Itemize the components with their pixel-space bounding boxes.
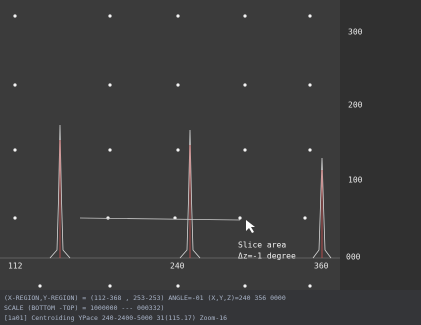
- grid-dot: [308, 284, 312, 288]
- grid-dot: [13, 83, 17, 87]
- grid-dot: [308, 83, 312, 87]
- grid-dot: [243, 83, 247, 87]
- grid-dot: [176, 14, 180, 18]
- grid-dot: [176, 148, 180, 152]
- status-bar: [0, 290, 421, 325]
- status-line: (X-REGION,Y-REGION) = (112-368 , 253-253…: [4, 294, 286, 302]
- scale-label: 000: [346, 253, 361, 262]
- grid-dot: [176, 83, 180, 87]
- grid-dot: [308, 148, 312, 152]
- peak: [49, 124, 71, 259]
- scale-label: 200: [348, 101, 363, 110]
- grid-dot: [243, 14, 247, 18]
- grid-dot: [176, 284, 180, 288]
- grid-dot: [303, 216, 307, 220]
- grid-dot: [108, 14, 112, 18]
- bottom-label: 240: [170, 262, 185, 271]
- grid-dot: [243, 284, 247, 288]
- grid-dot: [243, 148, 247, 152]
- peaks: [49, 124, 332, 259]
- grid-dot: [108, 83, 112, 87]
- dot-grid: [13, 14, 312, 288]
- bottom-label: 112: [8, 262, 23, 271]
- status-line: [1a01] Centroiding YPace 240-2400-5000 3…: [4, 314, 227, 322]
- bottom-label: 360: [314, 262, 329, 271]
- scale-label: 100: [348, 176, 363, 185]
- slice-line: [79, 217, 241, 221]
- grid-dot: [308, 14, 312, 18]
- cursor: [246, 220, 255, 233]
- annotation: Δz=-1 degree: [238, 252, 296, 261]
- scale-label: 300: [348, 28, 363, 37]
- grid-dot: [238, 216, 242, 220]
- grid-dot: [13, 148, 17, 152]
- grid-dot: [38, 284, 42, 288]
- scale-panel: [340, 0, 421, 290]
- grid-dot: [13, 216, 17, 220]
- peak: [312, 157, 332, 259]
- status-line: SCALE (BOTTOM -TOP) = 1000000 --- 000332…: [4, 304, 164, 312]
- grid-dot: [108, 148, 112, 152]
- grid-dot: [108, 284, 112, 288]
- grid-dot: [13, 14, 17, 18]
- annotation: Slice area: [238, 241, 286, 250]
- peak: [179, 129, 201, 259]
